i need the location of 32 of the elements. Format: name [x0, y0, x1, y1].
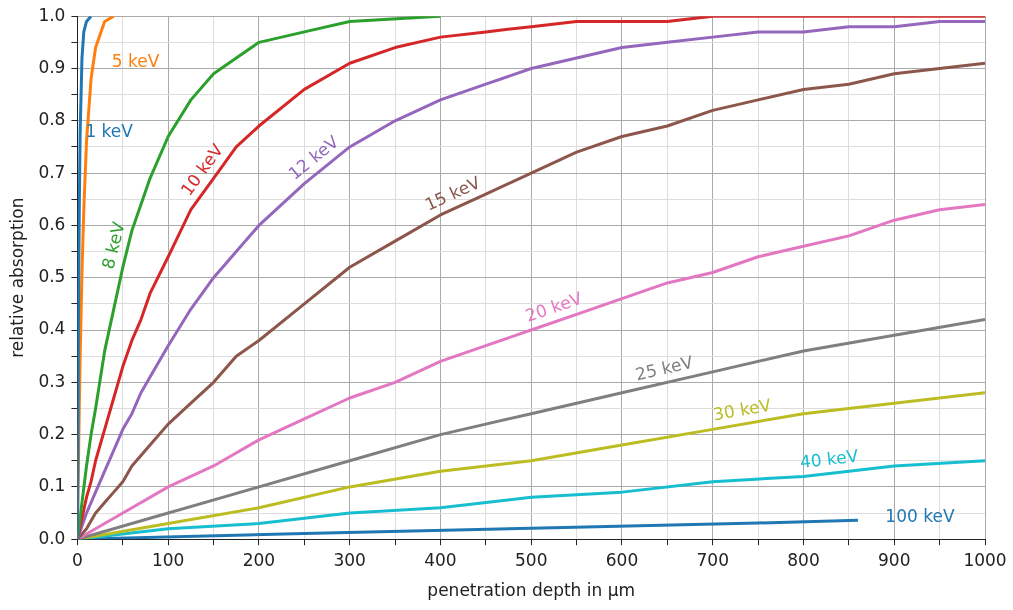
text: 20 keV — [522, 287, 585, 326]
y-tick-label: 1.0 — [38, 4, 66, 25]
x-tick-label: 300 — [333, 549, 366, 570]
x-tick-label: 400 — [424, 549, 457, 570]
y-tick-label: 0.8 — [38, 109, 66, 130]
x-tick-label: 200 — [242, 549, 276, 570]
y-tick-label: 0.7 — [38, 161, 66, 182]
x-axis-title: penetration depth in µm — [427, 580, 636, 601]
y-tick-label: 0.6 — [38, 213, 66, 234]
x-tick-label: 900 — [878, 549, 911, 570]
y-tick-label: 0.9 — [38, 56, 66, 77]
x-tick-label: 700 — [696, 549, 729, 570]
y-tick-label: 0.4 — [38, 318, 66, 339]
text: 15 keV — [421, 171, 484, 215]
x-tick-label: 0 — [72, 549, 83, 570]
x-tick-label: 1000 — [963, 549, 1007, 570]
text: 8 keV — [97, 219, 129, 271]
text: 25 keV — [633, 351, 696, 385]
y-axis-title: relative absorption — [6, 197, 27, 358]
y-tick-label: 0.0 — [38, 527, 66, 548]
y-tick-label: 0.5 — [38, 266, 66, 287]
series-label: 100 keV — [885, 505, 955, 526]
series-label: 5 keV — [111, 51, 160, 71]
y-tick-label: 0.2 — [38, 423, 66, 444]
y-tick-label: 0.3 — [38, 370, 66, 391]
x-tick-label: 600 — [605, 549, 639, 570]
x-tick-label: 100 — [151, 549, 185, 570]
text: 40 keV — [798, 445, 860, 473]
x-tick-label: 500 — [514, 549, 548, 570]
text: 30 keV — [711, 394, 773, 425]
y-tick-label: 0.1 — [38, 475, 66, 496]
x-tick-label: 800 — [787, 549, 820, 570]
